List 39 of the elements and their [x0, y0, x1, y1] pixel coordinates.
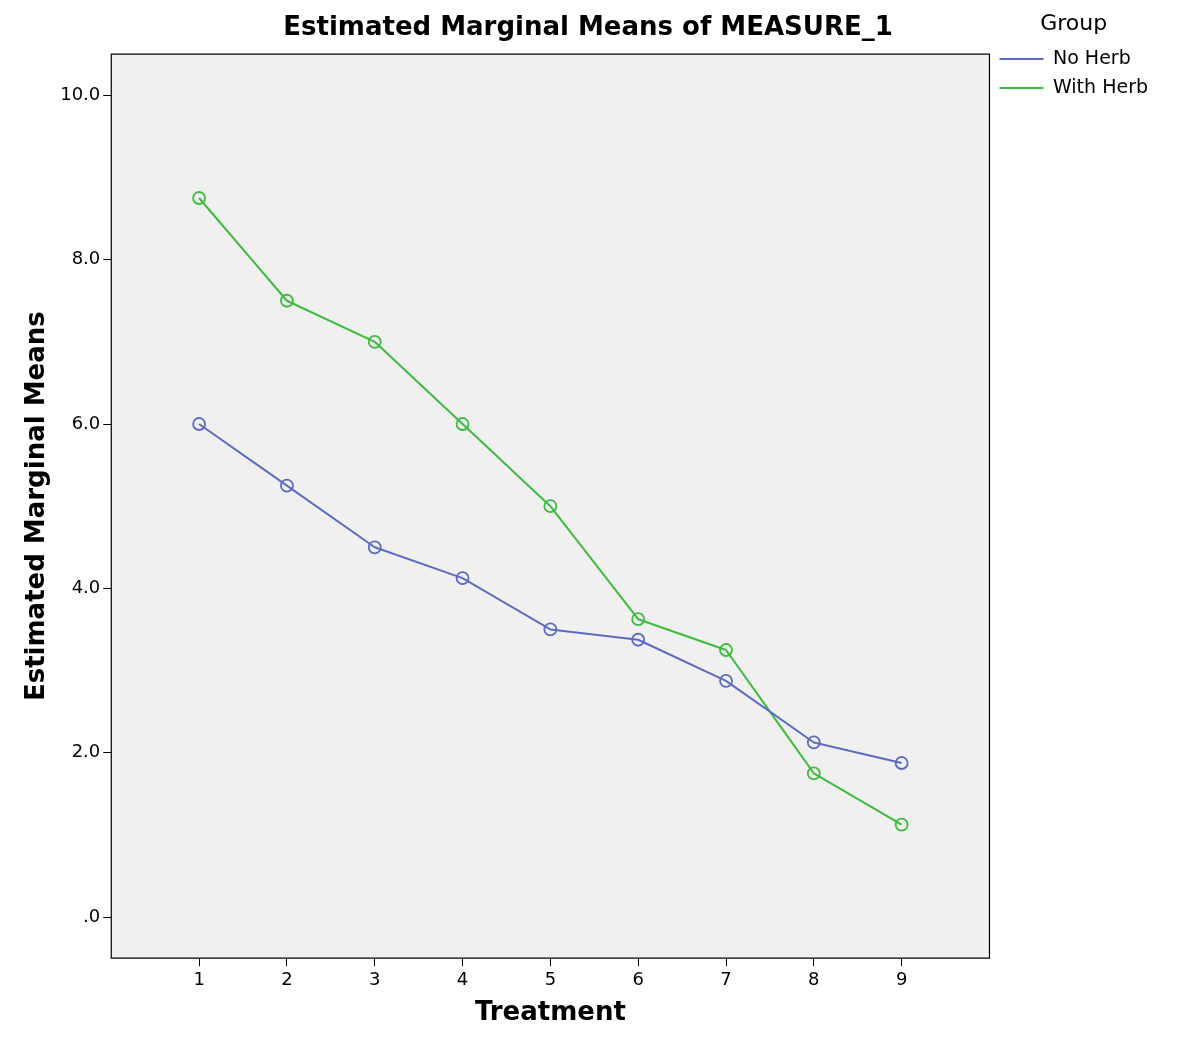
chart-title: Estimated Marginal Means of MEASURE_1	[283, 11, 893, 42]
y-tick-label: 8.0	[71, 247, 101, 269]
x-tick-label: 3	[369, 967, 381, 989]
point	[543, 499, 558, 514]
point	[894, 817, 909, 832]
point	[719, 673, 733, 688]
x-tick-label: 2	[281, 967, 293, 989]
x-axis-title: Treatment	[474, 996, 626, 1027]
point	[367, 540, 382, 555]
point	[280, 293, 294, 308]
point	[455, 571, 470, 586]
point	[543, 622, 558, 637]
point	[280, 478, 294, 493]
y-tick-label: 2.0	[71, 740, 101, 762]
legend-label: No Herb	[1052, 45, 1131, 68]
x-tick-label: 1	[193, 967, 205, 989]
x-tick-label: 7	[720, 967, 732, 989]
y-tick-label: 6.0	[71, 411, 101, 433]
point	[367, 334, 382, 349]
legend-label: With Herb	[1052, 74, 1148, 97]
point	[455, 417, 470, 431]
point	[192, 191, 206, 205]
x-tick-label: 6	[632, 967, 644, 989]
legend-title: Group	[1040, 9, 1108, 35]
point	[192, 417, 206, 431]
x-tick-label: 4	[456, 967, 469, 989]
point	[894, 756, 909, 770]
point	[806, 735, 821, 750]
y-axis-title: Estimated Marginal Means	[20, 311, 51, 702]
y-tick-label: .0	[83, 904, 101, 926]
x-tick-label: 9	[895, 967, 908, 989]
x-tick-label: 8	[808, 967, 820, 989]
x-tick-label: 5	[544, 967, 557, 989]
y-tick-label: 10.0	[60, 82, 101, 104]
point	[631, 632, 646, 647]
point	[631, 612, 646, 627]
point	[806, 766, 821, 781]
point	[719, 643, 733, 657]
y-tick-label: 4.0	[71, 576, 101, 598]
